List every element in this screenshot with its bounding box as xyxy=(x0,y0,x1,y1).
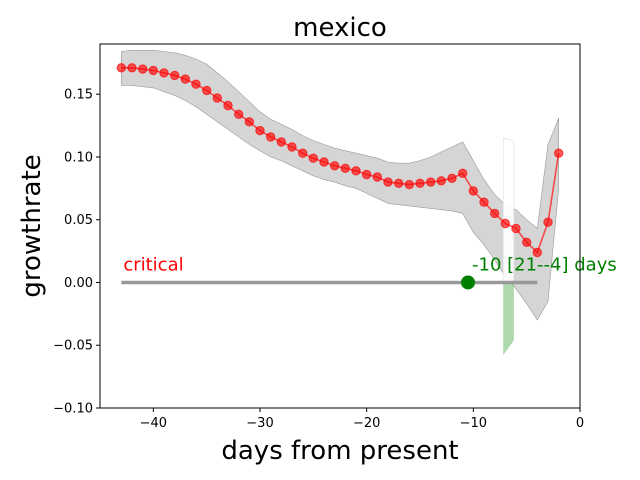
data-point xyxy=(287,142,297,152)
data-point xyxy=(212,93,223,103)
data-point xyxy=(308,153,318,163)
x-tick-label: −10 xyxy=(460,416,487,431)
data-point xyxy=(159,68,169,78)
data-point xyxy=(490,208,500,219)
data-point xyxy=(276,137,286,147)
data-point xyxy=(234,109,244,120)
axes: −40 −30 −20 −10 0 −0.10 −0.05 0.00 0.05 0.10 0.15 xyxy=(53,88,584,431)
data-point xyxy=(436,176,446,186)
y-tick-label: 0.15 xyxy=(64,88,93,103)
data-point xyxy=(138,64,148,74)
confidence-band xyxy=(121,50,559,321)
x-tick-label: 0 xyxy=(576,416,584,431)
data-point xyxy=(266,132,276,142)
data-point xyxy=(511,223,521,234)
data-point xyxy=(191,79,201,89)
x-tick-label: −30 xyxy=(246,416,273,431)
chart-title: mexico xyxy=(293,13,387,43)
data-point xyxy=(404,179,414,190)
data-point xyxy=(500,218,510,229)
crossing-point xyxy=(461,275,475,290)
data-point xyxy=(223,100,233,111)
data-point xyxy=(479,197,489,207)
data-point xyxy=(362,169,372,180)
data-point xyxy=(116,63,127,73)
x-axis-label: days from present xyxy=(221,436,458,466)
y-axis-label: growthrate xyxy=(17,154,47,297)
y-tick-label: −0.10 xyxy=(53,402,93,417)
y-tick-label: 0.05 xyxy=(64,213,93,228)
x-tick-label: −20 xyxy=(353,416,380,431)
axes-frame xyxy=(99,43,581,409)
data-point xyxy=(244,117,255,127)
x-tick-label: −40 xyxy=(140,416,167,431)
data-point xyxy=(468,186,478,196)
data-point xyxy=(148,65,159,76)
y-tick-label: 0.10 xyxy=(64,150,93,165)
data-point xyxy=(426,177,436,187)
data-point xyxy=(340,163,350,174)
crossing-label: -10 [21--4] days xyxy=(472,254,617,275)
data-point xyxy=(372,172,382,182)
data-point xyxy=(554,148,564,158)
data-point xyxy=(255,125,265,136)
data-point xyxy=(330,161,340,171)
data-point xyxy=(202,85,212,96)
plot-area: critical -10 [21--4] days xyxy=(116,50,617,356)
y-tick-label: −0.05 xyxy=(53,339,93,354)
data-point xyxy=(298,148,308,158)
data-point xyxy=(447,173,457,184)
critical-label: critical xyxy=(123,254,183,275)
data-point xyxy=(351,166,361,176)
data-point xyxy=(532,247,542,258)
data-point xyxy=(180,74,191,84)
data-point xyxy=(170,70,180,81)
data-point xyxy=(394,178,404,189)
data-point xyxy=(383,177,393,187)
data-point xyxy=(543,217,553,227)
y-tick-label: 0.00 xyxy=(64,276,93,291)
data-point xyxy=(522,237,532,248)
data-point xyxy=(127,63,137,73)
data-point xyxy=(458,168,468,179)
data-point xyxy=(415,178,425,189)
data-point xyxy=(319,157,329,167)
green-uncertainty-band xyxy=(503,282,514,356)
